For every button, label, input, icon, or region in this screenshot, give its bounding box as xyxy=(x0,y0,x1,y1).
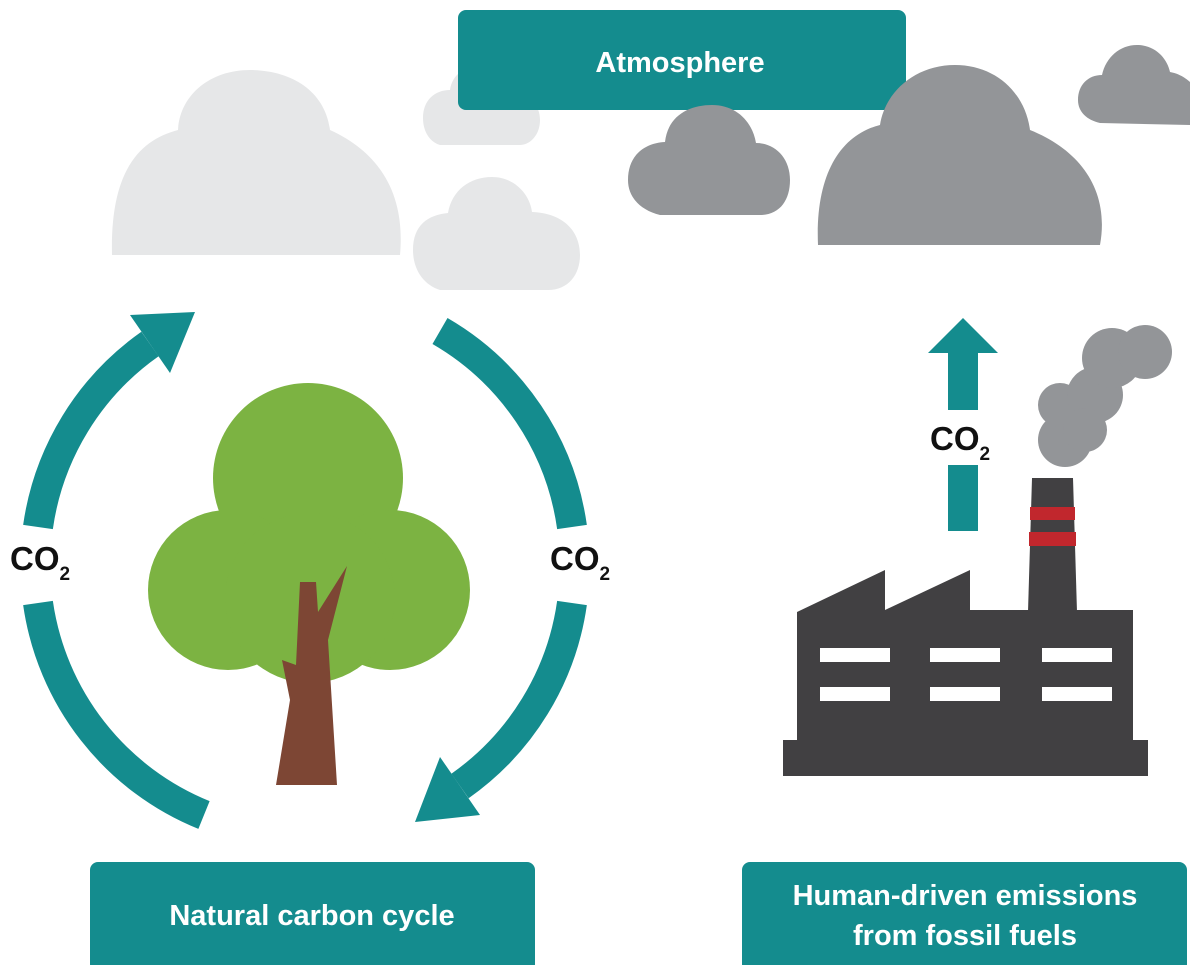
natural-box xyxy=(90,862,535,965)
co2-sub: 2 xyxy=(980,444,991,465)
smoke xyxy=(1038,325,1172,467)
cloud xyxy=(817,65,1102,245)
emission-arrow xyxy=(928,318,998,531)
co2-label: CO2 xyxy=(930,420,990,465)
arrow-arc xyxy=(23,600,210,829)
arrow-arc xyxy=(451,600,587,799)
cloud xyxy=(413,177,580,290)
cycle-arrows xyxy=(23,318,587,829)
cloud xyxy=(628,105,790,215)
co2-text: CO xyxy=(550,540,600,577)
co2-text: CO xyxy=(930,420,980,457)
human-label: from fossil fuels xyxy=(853,920,1077,952)
human-label: Human-driven emissions xyxy=(793,880,1138,912)
arrow-head xyxy=(415,757,480,822)
co2-label: CO2 xyxy=(550,540,610,585)
arrow-head xyxy=(130,312,195,373)
co2-sub: 2 xyxy=(60,564,71,585)
atmosphere-label: Atmosphere xyxy=(595,47,764,79)
co2-sub: 2 xyxy=(600,564,611,585)
factory-windows xyxy=(820,648,1112,701)
atmosphere-box xyxy=(458,10,906,110)
arrow-arc xyxy=(23,331,159,530)
co2-label: CO2 xyxy=(10,540,70,585)
co2-text: CO xyxy=(10,540,60,577)
natural-label: Natural carbon cycle xyxy=(169,900,454,932)
tree-trunk xyxy=(276,566,347,785)
cloud xyxy=(1078,45,1190,125)
cloud xyxy=(111,70,401,255)
arrow-arc xyxy=(432,318,587,530)
human-box xyxy=(742,862,1187,965)
chimney-stripes xyxy=(1029,507,1076,546)
emission-clouds xyxy=(628,45,1190,245)
